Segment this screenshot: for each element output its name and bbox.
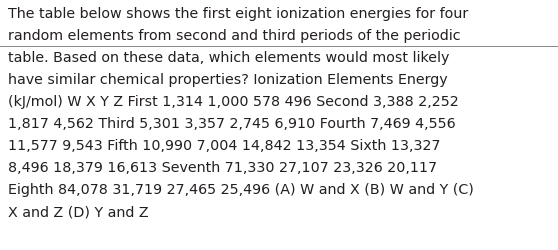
Text: table. Based on these data, which elements would most likely: table. Based on these data, which elemen… [8,51,449,65]
Text: (kJ/mol) W X Y Z First 1,314 1,000 578 496 Second 3,388 2,252: (kJ/mol) W X Y Z First 1,314 1,000 578 4… [8,94,459,108]
Text: Eighth 84,078 31,719 27,465 25,496 (A) W and X (B) W and Y (C): Eighth 84,078 31,719 27,465 25,496 (A) W… [8,182,474,196]
Text: 8,496 18,379 16,613 Seventh 71,330 27,107 23,326 20,117: 8,496 18,379 16,613 Seventh 71,330 27,10… [8,160,437,174]
Text: 11,577 9,543 Fifth 10,990 7,004 14,842 13,354 Sixth 13,327: 11,577 9,543 Fifth 10,990 7,004 14,842 1… [8,138,440,152]
Text: X and Z (D) Y and Z: X and Z (D) Y and Z [8,204,148,218]
Text: random elements from second and third periods of the periodic: random elements from second and third pe… [8,29,460,43]
Text: The table below shows the first eight ionization energies for four: The table below shows the first eight io… [8,7,468,21]
Text: 1,817 4,562 Third 5,301 3,357 2,745 6,910 Fourth 7,469 4,556: 1,817 4,562 Third 5,301 3,357 2,745 6,91… [8,116,456,130]
Text: have similar chemical properties? Ionization Elements Energy: have similar chemical properties? Ioniza… [8,73,448,87]
